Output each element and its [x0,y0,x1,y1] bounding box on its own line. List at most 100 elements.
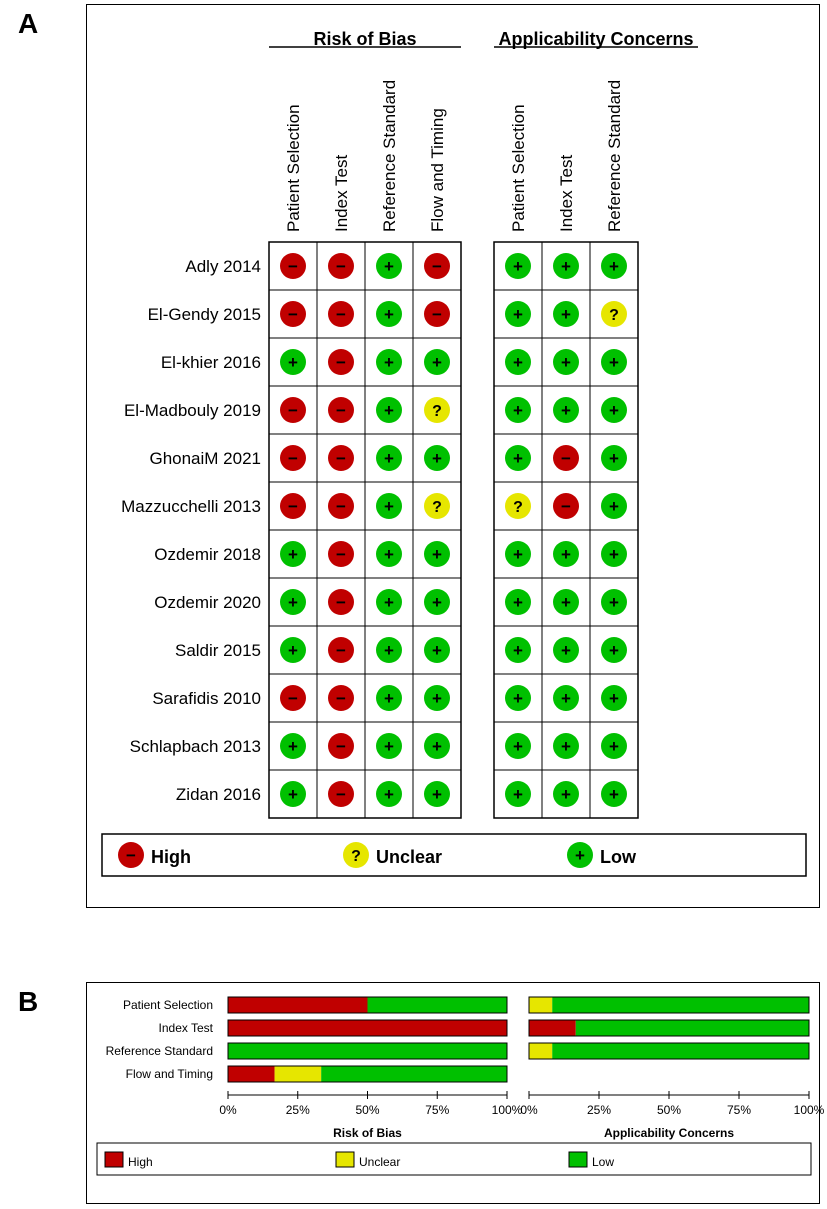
judgment-circle [553,685,579,711]
judgment-circle [601,349,627,375]
study-label-zidan-2016: Zidan 2016 [176,785,261,804]
judgment-symbol: − [288,257,298,276]
judgment-low: + [505,445,531,471]
bar-outline [528,1019,810,1037]
judgment-symbol: − [561,449,571,468]
judgment-high: − [328,301,354,327]
judgment-circle [328,733,354,759]
judgment-low: + [376,397,402,423]
judgment-symbol: + [513,257,523,276]
judgment-symbol: + [384,305,394,324]
judgment-high: − [553,445,579,471]
judgment-symbol: + [384,257,394,276]
judgment-symbol: − [336,401,346,420]
graph-legend-label: Low [592,1155,614,1169]
judgment-low: + [553,541,579,567]
judgment-circle [424,349,450,375]
judgment-low: + [280,733,306,759]
panel-b-frame [86,982,820,1204]
column-label-index-test: Index Test [557,155,576,232]
judgment-circle [328,349,354,375]
judgment-circle [328,493,354,519]
judgment-symbol: + [513,737,523,756]
judgment-low: + [280,589,306,615]
judgment-circle [553,637,579,663]
x-tick-label: 75% [727,1103,751,1117]
judgment-high: − [424,301,450,327]
judgment-low: + [601,493,627,519]
judgment-symbol: + [561,353,571,372]
bar-segment-low [367,997,507,1013]
judgment-unclear: ? [424,493,450,519]
judgment-circle [376,301,402,327]
judgment-symbol: + [513,641,523,660]
x-tick-label: 25% [587,1103,611,1117]
judgment-circle [328,637,354,663]
judgment-circle [376,253,402,279]
judgment-symbol: ? [432,403,442,420]
applicability-grid [493,241,639,819]
judgment-low: + [601,685,627,711]
x-tick-label: 0% [219,1103,237,1117]
judgment-circle [280,637,306,663]
judgment-circle [376,685,402,711]
bar-segment-high [529,1020,576,1036]
category-label-index-test: Index Test [159,1021,214,1035]
judgment-symbol: + [432,689,442,708]
judgment-symbol: − [288,401,298,420]
study-label-adly-2014: Adly 2014 [185,257,261,276]
judgment-circle [553,589,579,615]
judgment-low: + [280,781,306,807]
judgment-circle [505,589,531,615]
judgment-high: − [280,397,306,423]
study-label-sarafidis-2010: Sarafidis 2010 [152,689,261,708]
judgment-symbol: − [336,737,346,756]
judgment-symbol: + [432,737,442,756]
judgment-circle [328,445,354,471]
judgment-circle [376,445,402,471]
judgment-low: + [601,733,627,759]
judgment-symbol: + [513,689,523,708]
graph-legend-swatch [104,1151,124,1168]
judgment-high: − [424,253,450,279]
judgment-symbol: − [432,257,442,276]
judgment-symbol: + [575,846,585,865]
judgment-high: − [118,842,144,868]
bar-segment-low [228,1043,507,1059]
judgment-circle [505,445,531,471]
judgment-circle [328,685,354,711]
judgment-symbol: + [609,401,619,420]
judgment-symbol: + [288,737,298,756]
judgment-circle [424,253,450,279]
judgment-low: + [424,349,450,375]
judgment-high: − [280,301,306,327]
judgment-high: − [328,349,354,375]
judgment-low: + [601,781,627,807]
bar-outline [227,1065,508,1083]
judgment-circle [505,733,531,759]
judgment-circle [343,842,369,868]
judgment-low: + [376,685,402,711]
stacked-bar-patient-selection [227,996,508,1014]
judgment-circle [280,733,306,759]
judgment-low: + [601,541,627,567]
judgment-symbol: + [609,353,619,372]
judgment-high: − [328,685,354,711]
study-label-el-gendy-2015: El-Gendy 2015 [148,305,261,324]
judgment-low: + [601,253,627,279]
judgment-circle [280,781,306,807]
judgment-circle [601,685,627,711]
study-label-el-khier-2016: El-khier 2016 [161,353,261,372]
study-label-schlapbach-2013: Schlapbach 2013 [130,737,261,756]
judgment-symbol: + [384,641,394,660]
study-label-ghonaim-2021: GhonaiM 2021 [149,449,261,468]
judgment-symbol: + [561,593,571,612]
graph-legend-swatch [335,1151,355,1168]
stacked-bar-patient-selection [528,996,810,1014]
judgment-symbol: + [609,641,619,660]
judgment-symbol: + [288,353,298,372]
summary-legend-label: Unclear [376,847,442,867]
judgment-circle [601,493,627,519]
judgment-symbol: + [561,689,571,708]
graph-panel-risk-of-bias: 0% 25% 50% 75% 100% Risk of Bias [219,996,523,1140]
